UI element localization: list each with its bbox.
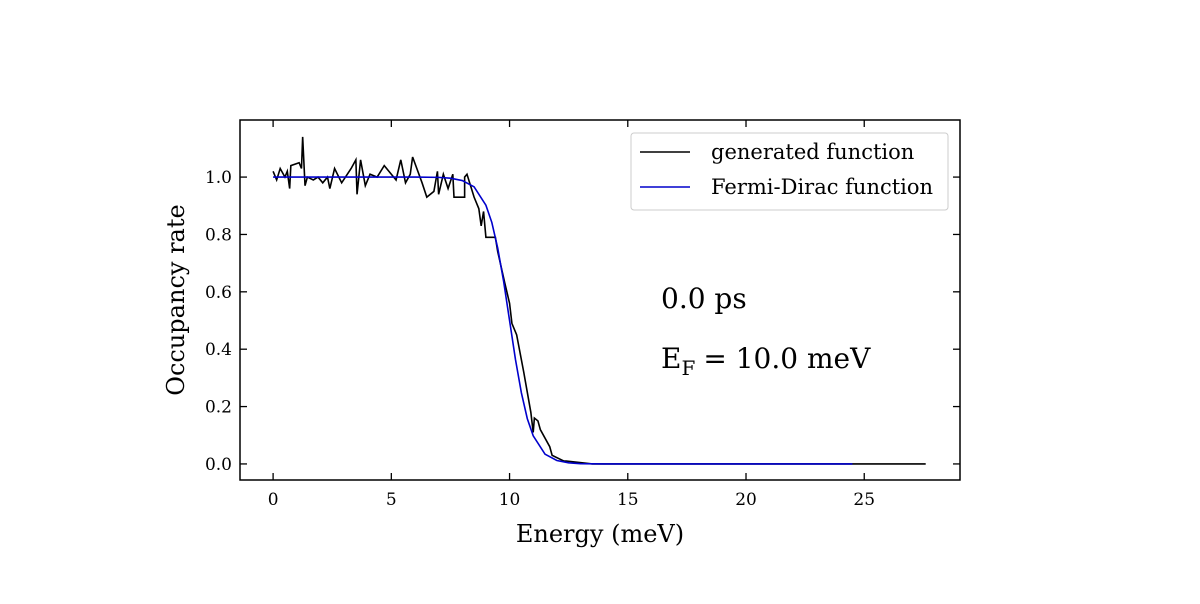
fermi-subscript: F — [681, 356, 695, 380]
y-tick-label: 0.6 — [205, 283, 232, 303]
x-tick-label: 20 — [735, 490, 757, 510]
x-tick-label: 10 — [499, 490, 521, 510]
y-tick-label: 1.0 — [205, 168, 232, 188]
y-tick-label: 0.2 — [205, 398, 232, 418]
series-line — [272, 136, 926, 465]
legend-label: Fermi-Dirac function — [711, 175, 933, 199]
legend-box — [630, 132, 949, 211]
fermi-symbol: E — [661, 342, 681, 375]
y-axis-label: Occupancy rate — [162, 204, 190, 395]
axes-frame — [239, 119, 961, 481]
x-tick-label: 5 — [386, 490, 397, 510]
y-tick-label: 0.8 — [205, 225, 232, 245]
fermi-annotation: EF = 10.0 meV — [661, 342, 871, 380]
y-tick-label: 0.4 — [205, 340, 232, 360]
annotation: 0.0 ps — [661, 282, 747, 315]
series-line — [273, 176, 853, 465]
x-tick-label: 25 — [853, 490, 875, 510]
x-tick-label: 0 — [268, 490, 279, 510]
x-tick-label: 15 — [617, 490, 639, 510]
fermi-text: = 10.0 meV — [703, 342, 871, 375]
plot-area — [272, 136, 926, 465]
legend-label: generated function — [711, 140, 914, 164]
y-tick-label: 0.0 — [205, 455, 232, 475]
x-axis-label: Energy (meV) — [516, 520, 684, 548]
